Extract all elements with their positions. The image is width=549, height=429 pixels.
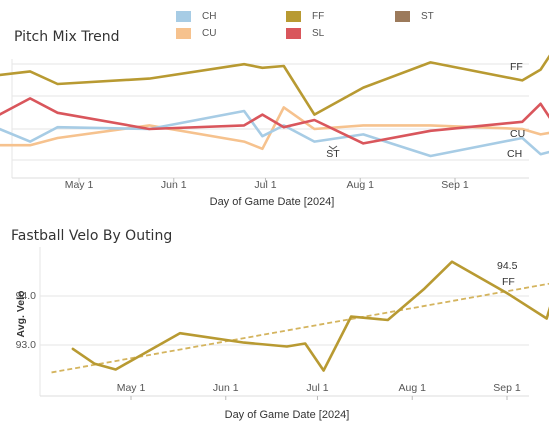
series-line-ff[interactable] xyxy=(0,37,549,116)
series-line-ch[interactable] xyxy=(0,109,549,158)
trend-line-dashed xyxy=(51,282,549,374)
chart1-x-tick-label-aug-1: Aug 1 xyxy=(347,179,375,191)
chart1-x-tick-label-jun-1: Jun 1 xyxy=(161,179,187,191)
end-value-label: 94.5 xyxy=(497,260,518,272)
chart1-x-tick-label-jul-1: Jul 1 xyxy=(254,179,276,191)
chart2-y-tick-label-0: 94.0 xyxy=(16,290,37,302)
chart2-y-tick-label-1: 93.0 xyxy=(16,339,37,351)
chart2-x-tick-label-jul-1: Jul 1 xyxy=(306,382,328,394)
legend-label-cu: CU xyxy=(202,27,217,39)
legend-label-ff: FF xyxy=(312,10,325,22)
legend-label-sl: SL xyxy=(312,27,325,39)
end-label-cu: CU xyxy=(510,128,525,140)
legend-swatch-st xyxy=(395,10,410,22)
legend-swatch-ch xyxy=(176,10,191,22)
chart2-x-tick-label-aug-1: Aug 1 xyxy=(399,382,427,394)
chart2-x-tick-label-jun-1: Jun 1 xyxy=(213,382,239,394)
legend-item-st[interactable]: ST xyxy=(395,9,434,23)
pitch-mix-chart: May 1 Jun 1 Jul 1 Aug 1 Sep 1 Day of Game Dat… xyxy=(0,37,549,208)
chart2-x-tick-label-sep-1: Sep 1 xyxy=(493,382,521,394)
legend-swatch-cu xyxy=(176,27,191,39)
chart1-x-axis-label: Day of Game Date [2024] xyxy=(210,196,335,208)
series-line-sl[interactable] xyxy=(0,97,549,145)
chart-title-fastball-velo: Fastball Velo By Outing xyxy=(11,228,173,244)
legend-swatch-sl xyxy=(286,27,301,39)
legend-item-ch[interactable]: CH xyxy=(176,9,216,23)
legend-item-sl[interactable]: SL xyxy=(286,26,324,40)
legend-item-ff[interactable]: FF xyxy=(286,9,324,23)
series-line-cu[interactable] xyxy=(0,106,549,151)
end-label-st: ST xyxy=(326,148,340,160)
legend-swatch-ff xyxy=(286,10,301,22)
legend-label-st: ST xyxy=(421,10,434,22)
legend-label-ch: CH xyxy=(202,10,217,22)
chart2-x-axis-label: Day of Game Date [2024] xyxy=(225,409,350,421)
chart-title-pitch-mix: Pitch Mix Trend xyxy=(14,29,120,45)
st-marker-icon xyxy=(328,145,338,150)
chart2-y-axis-label: Avg. Velo xyxy=(15,291,27,338)
series-line-ff-velo[interactable] xyxy=(71,260,549,372)
chart2-x-tick-label-may-1: May 1 xyxy=(117,382,146,394)
end-label-ff: FF xyxy=(510,61,523,73)
chart1-x-tick-label-may-1: May 1 xyxy=(65,179,94,191)
chart1-x-tick-label-sep-1: Sep 1 xyxy=(441,179,469,191)
end-series-label: FF xyxy=(502,276,515,288)
legend-item-cu[interactable]: CU xyxy=(176,26,216,40)
end-label-ch: CH xyxy=(507,148,522,160)
